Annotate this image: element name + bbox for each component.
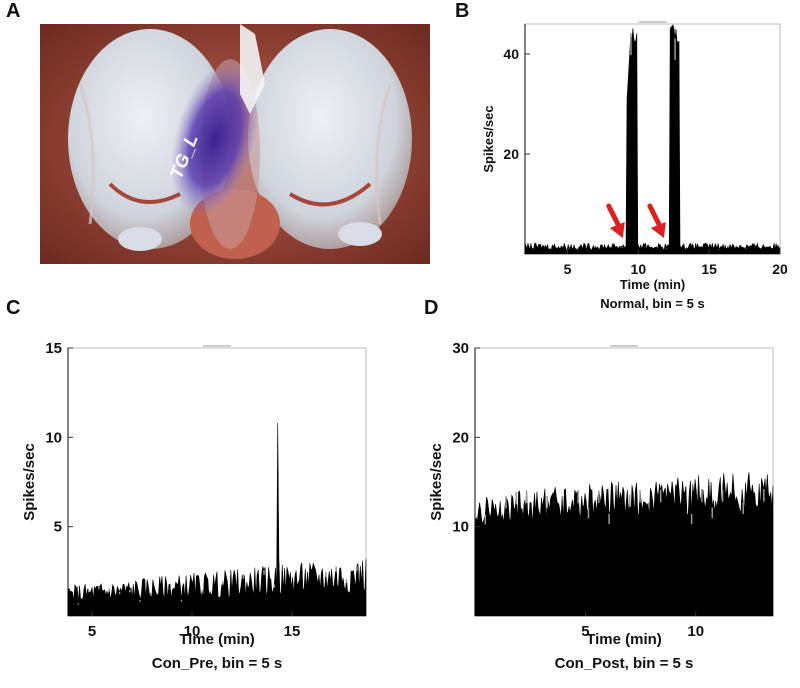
chart-caption: Normal, bin = 5 s [600,296,704,311]
x-axis-label: Time (min) [586,631,662,648]
y-tick-label: 20 [503,146,519,162]
panel-letter-b: B [455,0,470,22]
panel-letter-d: D [424,297,439,319]
chart-caption: Con_Pre, bin = 5 s [152,655,282,672]
x-tick-label: 10 [631,261,647,277]
y-tick-label: 15 [45,340,62,357]
x-axis-label: Time (min) [179,631,255,648]
x-tick-label: 5 [581,623,589,640]
series-area [67,422,367,617]
y-tick-label: 10 [452,519,469,536]
y-tick-label: 5 [54,519,62,536]
y-tick-label: 40 [503,46,519,62]
chart-d-svg: 10 20 30 5 10 Time (min) Con_Post, bin = 5 s Sp… [428,340,774,672]
y-tick-label: 30 [452,340,469,357]
chart-d-con-post: 10 20 30 5 10 Time (min) Con_Post, bin = 5 s Sp… [425,336,790,686]
chart-b-normal: 20 40 5 10 15 20 Time (min) Normal, bin = 5 s Sp… [475,14,795,314]
panel-letter-a: A [6,0,21,22]
chart-caption: Con_Post, bin = 5 s [555,655,694,672]
y-tick-label: 10 [45,429,62,446]
x-tick-label: 15 [701,261,717,277]
series-area [524,24,781,255]
series-area [474,472,774,617]
y-tick-label: 20 [452,429,469,446]
tissue-photo: TG_L [40,24,430,264]
red-arrow-annotation [606,203,625,238]
chart-c-con-pre: 5 10 15 5 10 15 Time (min) Con_Pre, bin = 5 s Sp… [20,336,380,686]
x-axis-label: Time (min) [620,277,686,292]
y-axis-label: Spikes/sec [21,443,38,521]
x-tick-label: 5 [564,261,572,277]
tissue-photo-drawing [40,24,430,264]
chart-b-svg: 20 40 5 10 15 20 Time (min) Normal, bin = 5 s Sp… [481,21,788,311]
x-tick-label: 5 [88,623,96,640]
panel-letter-c: C [6,297,21,319]
plot-frame [524,23,781,255]
red-arrow-annotation [647,203,666,238]
chart-c-svg: 5 10 15 5 10 15 Time (min) Con_Pre, bin = 5 s Sp… [21,340,367,672]
x-tick-label: 15 [284,623,301,640]
x-tick-label: 20 [772,261,788,277]
x-tick-label: 10 [687,623,704,640]
y-axis-label: Spikes/sec [428,443,445,521]
y-axis-label: Spikes/sec [481,105,496,172]
x-tick-label: 10 [184,623,201,640]
